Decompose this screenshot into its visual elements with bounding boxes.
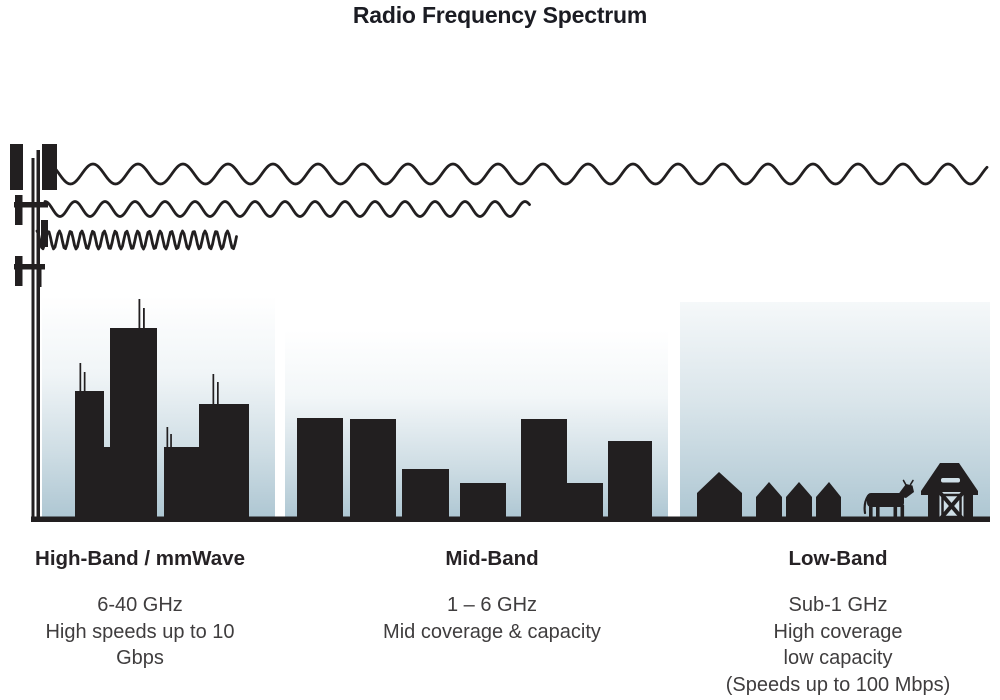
band-name-high: High-Band / mmWave <box>35 547 245 570</box>
band-freq-mid: 1 – 6 GHz <box>446 594 538 616</box>
band-freq-high: 6-40 GHz <box>97 594 183 616</box>
band-freq-low: Sub-1 GHz <box>788 594 888 616</box>
wave-mid-band <box>43 200 531 218</box>
cow-icon <box>863 479 914 520</box>
cell-tower-icon <box>10 144 57 520</box>
city-skyline <box>75 299 249 520</box>
band-desc-low-2: low capacity <box>783 647 893 669</box>
caption-low-band: Low-Band Sub-1 GHz High coverage low cap… <box>698 547 978 698</box>
band-desc-high: High speeds up to 10 Gbps <box>45 620 235 670</box>
band-name-low: Low-Band <box>788 547 888 570</box>
caption-mid-band: Mid-Band 1 – 6 GHz Mid coverage & capaci… <box>362 547 622 645</box>
midrise-buildings <box>297 418 652 520</box>
band-desc-mid: Mid coverage & capacity <box>383 620 601 643</box>
caption-high-band: High-Band / mmWave 6-40 GHz High speeds … <box>20 547 260 672</box>
band-name-mid: Mid-Band <box>445 547 539 570</box>
barn-icon <box>921 463 978 522</box>
spectrum-illustration <box>10 144 990 522</box>
ground-line <box>31 516 990 522</box>
band-desc-low-1: High coverage <box>773 620 903 643</box>
wave-low-band <box>46 162 989 186</box>
wave-high-band <box>35 229 238 251</box>
band-desc-low-3: (Speeds up to 100 Mbps) <box>725 673 951 696</box>
page-title: Radio Frequency Spectrum <box>352 2 648 28</box>
rural-houses <box>697 472 841 520</box>
